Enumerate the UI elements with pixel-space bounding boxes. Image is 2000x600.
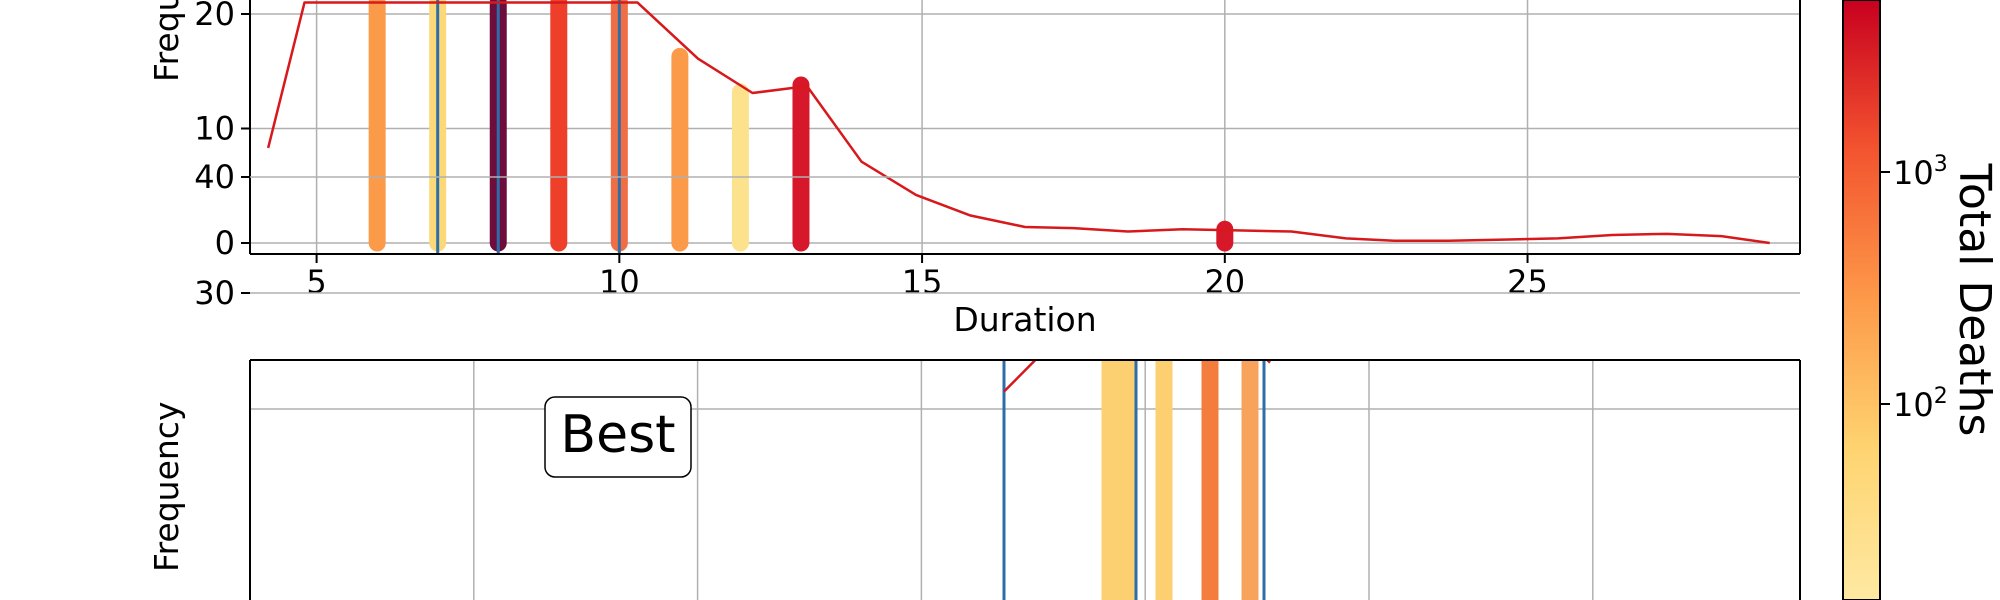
y-tick-label: 10 — [194, 110, 235, 148]
x-tick-label: 20 — [1204, 263, 1245, 301]
top-y-ticks: 0 10 20 — [194, 0, 250, 262]
y-tick-label: 0 — [215, 224, 235, 262]
colorbar-title: Total Deaths — [1949, 163, 2000, 437]
x-tick-label: 15 — [902, 263, 943, 301]
bottom-panel: 30 40 Frequency Best — [147, 158, 1801, 600]
colorbar-tick-label: 102 — [1893, 384, 1948, 424]
top-line — [266, 1, 1770, 245]
x-tick-label: 25 — [1507, 263, 1548, 301]
best-label: Best — [560, 405, 675, 465]
x-tick-label: 5 — [306, 263, 326, 301]
top-panel: 5 10 15 20 25 0 10 20 Duration Frequency — [147, 0, 1801, 339]
best-label-box: Best — [544, 396, 692, 478]
top-vlines — [436, 0, 621, 254]
top-x-axis-title: Duration — [953, 300, 1096, 339]
bottom-grid — [250, 176, 1800, 600]
y-tick-label: 30 — [194, 274, 235, 312]
colorbar-tick-label: 103 — [1893, 152, 1948, 192]
bottom-vlines — [1002, 360, 1266, 600]
colorbar-gradient — [1842, 0, 1881, 600]
bottom-bars — [1101, 360, 1259, 600]
y-tick-label: 40 — [194, 158, 235, 196]
top-grid — [250, 0, 1800, 254]
top-x-ticks: 5 10 15 20 25 — [306, 254, 1548, 301]
y-tick-label: 20 — [194, 0, 235, 33]
bottom-y-ticks: 30 40 — [194, 158, 250, 312]
top-y-axis-title: Frequency — [147, 0, 186, 82]
frequency-line — [266, 1, 1770, 245]
colorbar: 103 102 Total Deaths — [1842, 0, 2000, 600]
bottom-y-axis-title: Frequency — [147, 402, 186, 572]
top-bars — [368, 0, 1234, 252]
x-tick-label: 10 — [599, 263, 640, 301]
